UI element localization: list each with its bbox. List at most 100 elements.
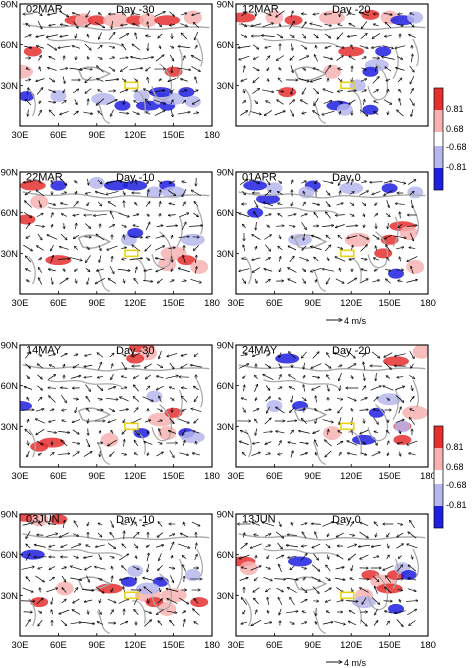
wind-vector	[278, 246, 283, 251]
wind-vector	[302, 278, 305, 283]
map-panel: 01APR Day 0 90N 60N 30N 30E 60E 90E 120E 150E 180	[217, 168, 436, 310]
wind-vector	[180, 79, 188, 82]
wind-vector	[134, 278, 139, 285]
wind-vector	[279, 68, 281, 71]
wind-vector	[181, 363, 188, 368]
wind-vector	[193, 212, 198, 217]
wind-vector	[35, 419, 45, 424]
wind-vector	[25, 619, 31, 627]
wind-vector	[252, 257, 261, 260]
wind-vector	[169, 46, 174, 48]
positive-anomaly	[158, 601, 177, 616]
wind-vector	[276, 10, 285, 17]
wind-vector	[98, 523, 103, 525]
y-tick-label: 90N	[1, 341, 19, 352]
wind-vector	[58, 431, 70, 432]
wind-vector	[85, 353, 92, 356]
wind-vector	[409, 65, 414, 72]
wind-vector	[147, 77, 148, 83]
wind-vector	[134, 90, 137, 93]
wind-vector	[25, 99, 32, 106]
wind-vector	[278, 363, 282, 368]
wind-vector	[167, 598, 178, 604]
wind-vector	[120, 387, 127, 388]
wind-vector	[290, 65, 293, 73]
wind-vector	[337, 523, 344, 524]
wind-vector	[70, 577, 82, 580]
x-tick-label: 120E	[340, 640, 362, 651]
wind-vector	[250, 111, 262, 115]
wind-vector	[289, 256, 294, 263]
wind-vector	[74, 268, 78, 272]
wind-vector	[49, 365, 55, 368]
wind-vector	[86, 246, 90, 249]
wind-vector	[58, 45, 71, 48]
study-region-box	[124, 422, 139, 431]
wind-vector	[121, 247, 126, 248]
wind-vector	[111, 21, 112, 29]
wind-vector	[100, 451, 101, 457]
wind-vector	[324, 23, 331, 26]
wind-vector	[71, 376, 81, 379]
wind-vector	[337, 246, 342, 249]
wind-vector	[169, 397, 174, 401]
wind-vector	[84, 43, 91, 50]
wind-vector	[395, 386, 405, 391]
wind-vector	[169, 450, 174, 457]
wind-vector	[299, 56, 309, 61]
wind-vector	[303, 375, 305, 379]
legend-label: 0.68	[446, 462, 464, 472]
wind-vector	[183, 522, 184, 527]
positive-anomaly	[376, 583, 403, 594]
wind-vector	[384, 234, 392, 239]
wind-vector	[62, 520, 65, 529]
study-region-box	[340, 422, 355, 431]
wind-vector	[238, 364, 249, 369]
wind-vector	[75, 407, 78, 413]
panel-date: 02MAR	[26, 4, 63, 16]
wind-vector	[395, 419, 404, 423]
wind-vector	[278, 213, 283, 217]
y-tick-label: 90N	[217, 168, 235, 179]
wind-vector	[61, 440, 68, 447]
wind-vector	[243, 66, 244, 73]
wind-vector	[38, 258, 41, 261]
x-tick-label: 120E	[340, 298, 362, 309]
wind-vector	[36, 213, 43, 218]
panel-day: Day -30	[116, 4, 155, 16]
wind-vector	[298, 431, 310, 434]
panel-day: Day 0	[332, 172, 361, 184]
wind-vector	[362, 373, 365, 380]
wind-vector	[132, 245, 141, 252]
wind-vector	[328, 429, 329, 435]
wind-vector	[146, 553, 149, 562]
wind-vector	[51, 180, 53, 185]
wind-vector	[240, 34, 247, 38]
wind-vector	[361, 90, 367, 93]
wind-vector	[119, 409, 128, 412]
wind-vector	[96, 66, 104, 73]
wind-vector	[194, 266, 197, 274]
wind-vector	[181, 222, 186, 231]
scale-ref-top: 4 m/s	[326, 316, 367, 326]
y-tick-label: 60N	[217, 550, 235, 561]
wind-vector	[109, 225, 114, 228]
wind-vector	[373, 397, 379, 402]
wind-vector	[301, 351, 307, 358]
wind-vector	[396, 23, 404, 26]
y-tick-label: 60N	[1, 40, 19, 51]
wind-vector	[325, 33, 330, 38]
wind-vector	[72, 452, 80, 457]
wind-vector	[349, 213, 354, 216]
wind-vector	[322, 269, 334, 272]
wind-vector	[339, 11, 340, 17]
wind-vector	[96, 268, 104, 271]
wind-vector	[73, 598, 80, 603]
wind-vector	[374, 213, 377, 217]
y-tick-label: 60N	[217, 208, 235, 219]
wind-vector	[263, 432, 273, 433]
wind-vector	[326, 352, 330, 358]
negative-anomaly	[146, 390, 163, 403]
wind-vector	[315, 418, 318, 423]
